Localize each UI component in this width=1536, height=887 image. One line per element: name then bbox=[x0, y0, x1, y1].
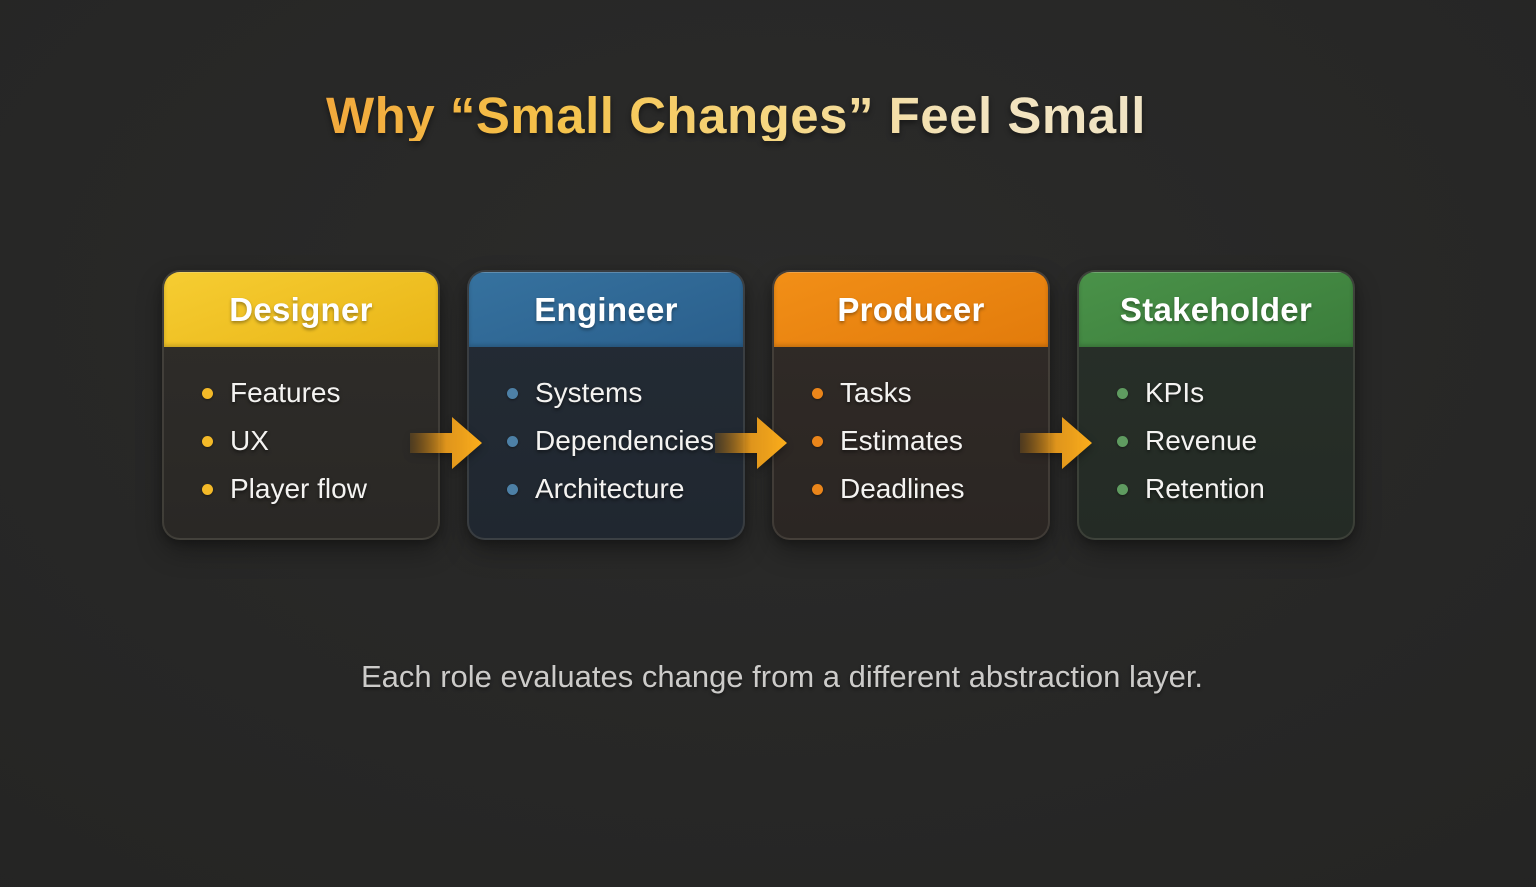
bullet-icon bbox=[202, 387, 213, 399]
list-item: Revenue bbox=[1117, 417, 1353, 465]
role-list: KPIs Revenue Retention bbox=[1079, 347, 1353, 513]
role-list: Tasks Estimates Deadlines bbox=[774, 347, 1048, 513]
flow-arrow-icon bbox=[715, 417, 787, 469]
list-item: Deadlines bbox=[812, 465, 1048, 513]
list-item-label: Dependencies bbox=[535, 425, 715, 456]
role-title: Engineer bbox=[534, 290, 678, 328]
list-item-label: KPIs bbox=[1145, 377, 1205, 408]
list-item-label: Architecture bbox=[535, 473, 685, 504]
role-card-header: Stakeholder bbox=[1079, 272, 1353, 347]
list-item: Player flow bbox=[202, 465, 438, 513]
list-item-label: Systems bbox=[535, 377, 643, 408]
role-card-designer: Designer Features UX Player flow bbox=[162, 270, 440, 540]
list-item-label: Revenue bbox=[1145, 425, 1258, 456]
bullet-icon bbox=[1117, 483, 1128, 495]
list-item: Estimates bbox=[812, 417, 1048, 465]
role-list: Features UX Player flow bbox=[164, 347, 438, 513]
list-item: KPIs bbox=[1117, 369, 1353, 417]
list-item: Retention bbox=[1117, 465, 1353, 513]
bullet-icon bbox=[202, 435, 213, 447]
role-title: Producer bbox=[837, 290, 985, 328]
flow-arrow-icon bbox=[410, 417, 482, 469]
bullet-icon bbox=[812, 483, 823, 495]
bullet-icon bbox=[812, 387, 823, 399]
list-item: Features bbox=[202, 369, 438, 417]
list-item: Architecture bbox=[507, 465, 743, 513]
role-card-producer: Producer Tasks Estimates Deadlines bbox=[772, 270, 1050, 540]
role-list: Systems Dependencies Architecture bbox=[469, 347, 743, 513]
caption: Each role evaluates change from a differ… bbox=[360, 659, 1204, 694]
list-item-label: Tasks bbox=[840, 377, 912, 408]
bullet-icon bbox=[812, 435, 823, 447]
list-item: Dependencies bbox=[507, 417, 743, 465]
role-title: Stakeholder bbox=[1119, 290, 1313, 328]
role-card-header: Designer bbox=[164, 272, 438, 347]
list-item: UX bbox=[202, 417, 438, 465]
slide-title: Why “Small Changes” Feel Small bbox=[326, 87, 1146, 144]
list-item-label: Player flow bbox=[230, 473, 367, 504]
bullet-icon bbox=[507, 435, 518, 447]
list-item: Tasks bbox=[812, 369, 1048, 417]
bullet-icon bbox=[507, 483, 518, 495]
list-item-label: Retention bbox=[1145, 473, 1265, 504]
list-item-label: Estimates bbox=[840, 425, 963, 456]
roles-row: Designer Features UX Player flow Enginee… bbox=[162, 270, 1355, 540]
bullet-icon bbox=[1117, 435, 1128, 447]
list-item-label: Features bbox=[230, 377, 341, 408]
bullet-icon bbox=[202, 483, 213, 495]
role-card-header: Engineer bbox=[469, 272, 743, 347]
role-title: Designer bbox=[229, 290, 373, 328]
bullet-icon bbox=[507, 387, 518, 399]
role-card-engineer: Engineer Systems Dependencies Architectu… bbox=[467, 270, 745, 540]
list-item-label: UX bbox=[230, 425, 269, 456]
role-card-stakeholder: Stakeholder KPIs Revenue Retention bbox=[1077, 270, 1355, 540]
list-item: Systems bbox=[507, 369, 743, 417]
list-item-label: Deadlines bbox=[840, 473, 965, 504]
flow-arrow-icon bbox=[1020, 417, 1092, 469]
bullet-icon bbox=[1117, 387, 1128, 399]
role-card-header: Producer bbox=[774, 272, 1048, 347]
